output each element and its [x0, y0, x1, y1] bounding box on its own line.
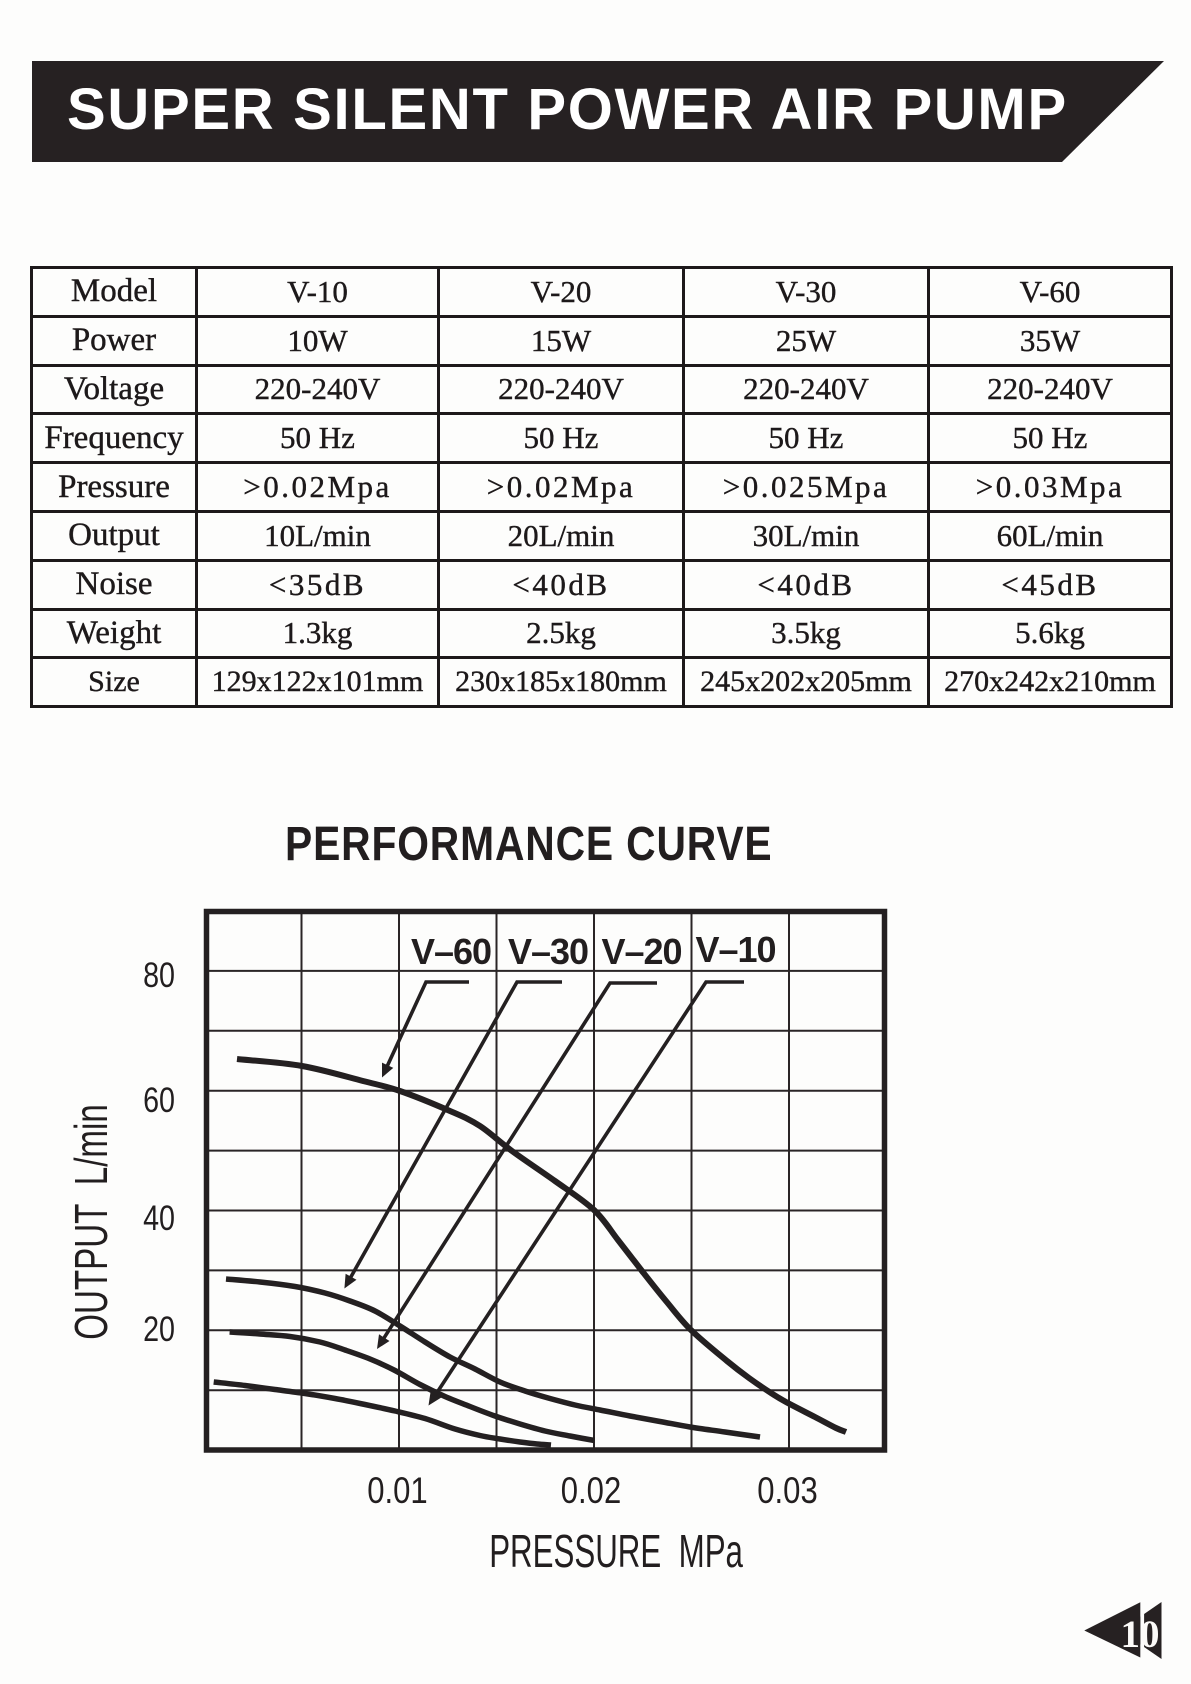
svg-text:60: 60	[143, 1080, 175, 1119]
svg-text:0.01: 0.01	[367, 1471, 427, 1512]
svg-text:V–30: V–30	[508, 931, 588, 972]
svg-text:0.03: 0.03	[757, 1471, 817, 1512]
svg-text:40: 40	[143, 1198, 175, 1237]
svg-text:PRESSURE MPa: PRESSURE MPa	[489, 1526, 743, 1577]
svg-text:V–60: V–60	[411, 931, 491, 972]
svg-text:10: 10	[1121, 1613, 1160, 1656]
svg-text:80: 80	[143, 955, 175, 994]
svg-text:0.02: 0.02	[561, 1471, 621, 1512]
svg-text:V–10: V–10	[695, 929, 775, 970]
svg-text:OUTPUT L/min: OUTPUT L/min	[67, 1104, 117, 1340]
svg-text:20: 20	[143, 1309, 175, 1348]
svg-text:V–20: V–20	[601, 931, 681, 972]
